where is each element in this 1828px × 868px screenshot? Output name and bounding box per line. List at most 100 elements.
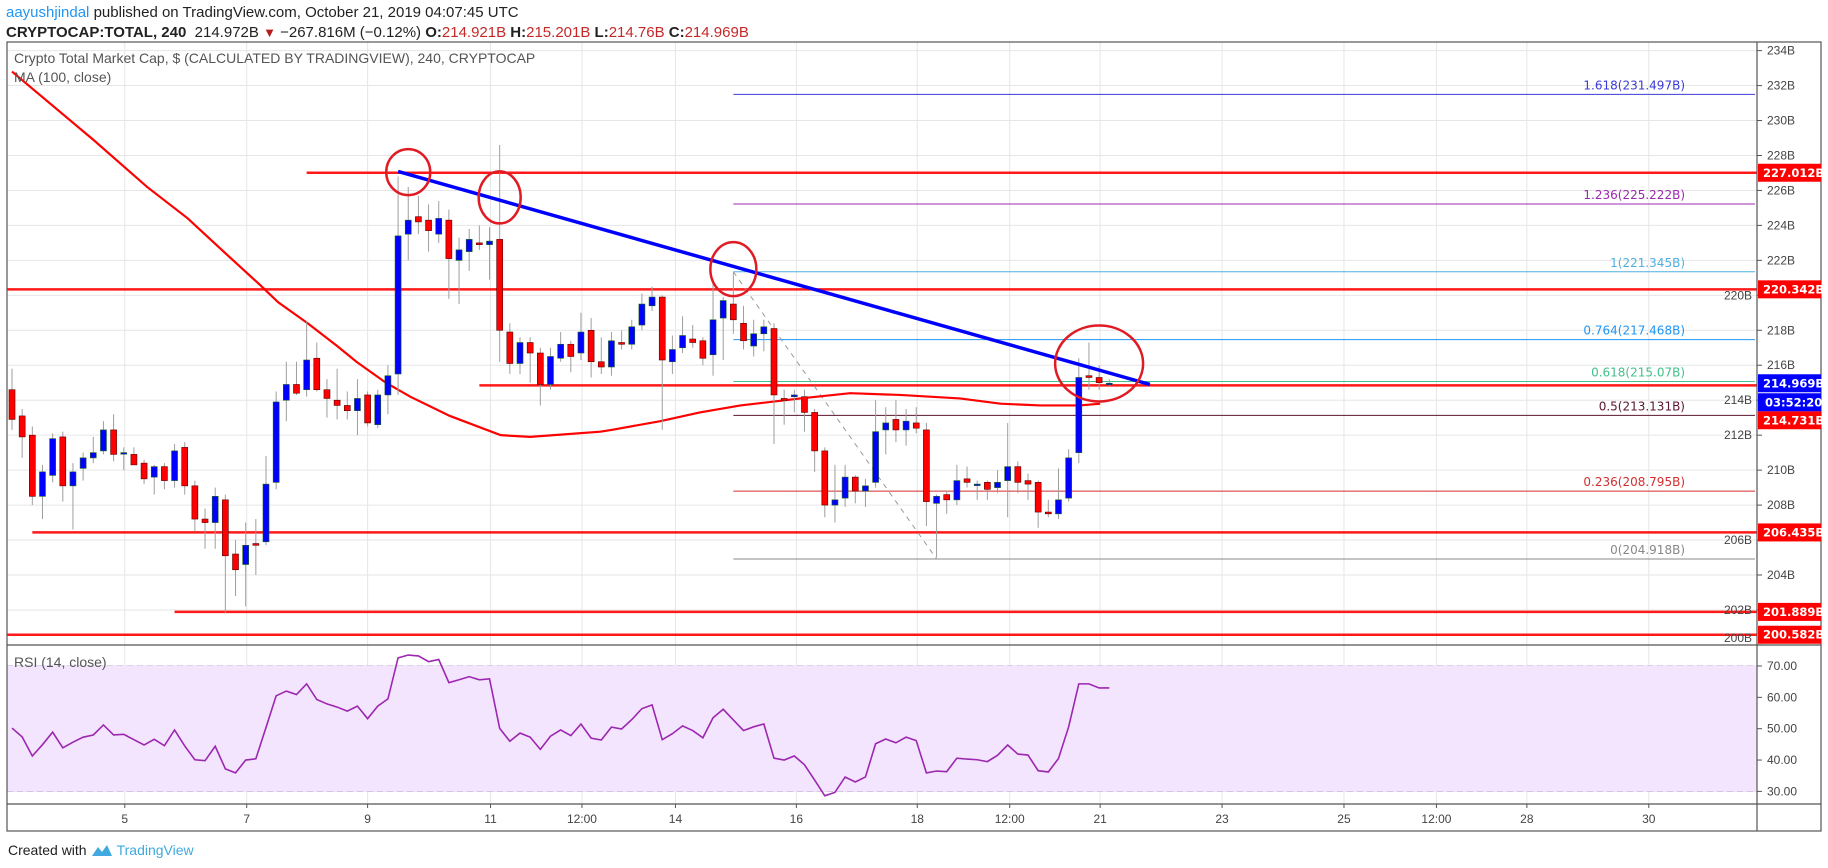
candle-down: [587, 329, 595, 363]
ma-line: [11, 70, 1101, 439]
y-tick-label: 220B: [1724, 288, 1752, 302]
y-tick-label: 208B: [1767, 498, 1795, 512]
candle-down: [161, 466, 168, 481]
candle-down: [811, 412, 818, 452]
down-triangle-icon: ▼: [263, 25, 276, 40]
candle-up: [791, 394, 798, 398]
fib-label: 0.5(213.131B): [1599, 399, 1685, 413]
candle-up: [679, 335, 686, 349]
x-tick-label: 9: [364, 812, 371, 826]
y-tick-label: 204B: [1767, 568, 1795, 582]
candle-up: [100, 429, 107, 452]
candle-up: [120, 452, 128, 455]
y-tick-label: 224B: [1767, 218, 1795, 232]
x-tick-label: 18: [911, 812, 925, 826]
high-label: H:: [510, 24, 527, 41]
level-price-tag-label: 200.582B: [1763, 628, 1824, 642]
candle-up: [455, 249, 463, 261]
fib-label: 1(221.345B): [1610, 256, 1685, 270]
fib-label: 1.236(225.222B): [1583, 188, 1685, 202]
candle-up: [831, 499, 839, 506]
candle-down: [1024, 480, 1032, 485]
candle-down: [892, 419, 900, 431]
candle-up: [79, 457, 87, 469]
candle-up: [283, 384, 290, 401]
candle-down: [1095, 377, 1103, 384]
candle-up: [1055, 499, 1062, 515]
level-price-tag-label: 227.012B: [1763, 166, 1824, 180]
candle-down: [730, 303, 737, 321]
level-price-tag-label: 220.342B: [1763, 282, 1824, 296]
candle-down: [1034, 482, 1042, 513]
candle-down: [1014, 466, 1022, 483]
rsi-tick-label: 70.00: [1767, 659, 1797, 673]
candle-down: [618, 342, 625, 345]
rsi-line: [11, 654, 1110, 797]
candle-down: [201, 518, 209, 523]
candle-down: [770, 328, 778, 396]
candle-up: [1075, 377, 1083, 453]
candle-up: [608, 340, 615, 368]
ma100-line: [11, 70, 1101, 439]
rsi-line: [11, 654, 1110, 797]
axes: 234B 232B 230B 228B 226B 224B 222B 220B 218B 216B…: [121, 44, 1824, 826]
footer: Created with TradingView: [8, 842, 194, 858]
candle-down: [780, 398, 788, 401]
candle-down: [1045, 511, 1052, 515]
candle-up: [557, 343, 564, 359]
candle-up: [49, 438, 56, 476]
candle-down: [821, 450, 829, 506]
candle-down: [740, 322, 747, 342]
candle-up: [516, 342, 524, 364]
author-link[interactable]: aayushjindal: [6, 4, 90, 21]
y-tick-label: 202B: [1724, 603, 1752, 617]
candle-down: [597, 361, 605, 368]
candle-down: [851, 476, 859, 492]
candle-up: [1004, 466, 1011, 481]
tradingview-logo-icon: [91, 845, 112, 856]
chart-frame: [6, 41, 1822, 832]
chart-border: [6, 41, 1822, 832]
candle-up: [862, 485, 869, 492]
candle-down: [923, 429, 930, 502]
created-with: Created with: [8, 842, 87, 858]
publish-info: aayushjindal published on TradingView.co…: [6, 4, 519, 21]
x-tick-label: 25: [1337, 812, 1351, 826]
candle-up: [750, 333, 757, 347]
candle-up: [953, 480, 961, 501]
x-tick-label: 28: [1520, 812, 1534, 826]
x-tick-label: 12:00: [567, 812, 597, 826]
candle-up: [374, 394, 382, 425]
tradingview-link[interactable]: TradingView: [116, 842, 194, 858]
candle-down: [699, 340, 707, 359]
candle-up: [465, 239, 473, 252]
y-tick-label: 206B: [1724, 533, 1752, 547]
ohlc-header: CRYPTOCAP:TOTAL, 240 214.972B ▼ −267.816…: [6, 24, 749, 41]
candle-down: [445, 219, 453, 259]
candle-down: [689, 338, 697, 343]
candle-down: [343, 405, 351, 411]
candle-up: [872, 431, 879, 483]
candle-down: [18, 415, 26, 438]
fib-label: 0.764(217.468B): [1583, 324, 1685, 338]
open-value: 214.921B: [441, 24, 507, 41]
candle-up: [242, 544, 249, 565]
y-tick-label: 216B: [1767, 358, 1795, 372]
level-price-tag: [1758, 625, 1821, 644]
candle-down: [130, 454, 138, 466]
candle-up: [1105, 382, 1113, 386]
candle-up: [384, 375, 392, 396]
fib-label: 1.618(231.497B): [1583, 78, 1685, 92]
candle-up: [39, 471, 46, 497]
candle-up: [882, 422, 890, 431]
candle-down: [943, 494, 951, 501]
candle-up: [303, 359, 310, 391]
candle-up: [902, 420, 910, 431]
rsi-band: [7, 666, 1757, 792]
level-price-tag: [1758, 602, 1821, 621]
candle-down: [181, 447, 189, 487]
rsi-legend: RSI (14, close): [14, 654, 107, 670]
open-label: O:: [425, 24, 442, 41]
candle-down: [537, 352, 544, 385]
